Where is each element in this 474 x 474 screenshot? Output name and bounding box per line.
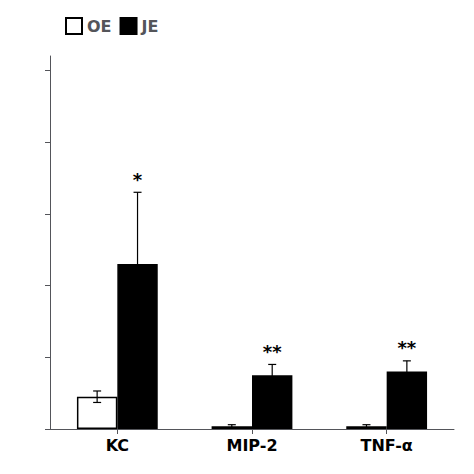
svg-text:MIP-2: MIP-2 (226, 436, 277, 455)
svg-text:OE: OE (87, 17, 112, 36)
svg-text:TNF-α: TNF-α (360, 436, 412, 455)
svg-text:**: ** (263, 341, 282, 362)
svg-text:KC: KC (106, 436, 129, 455)
svg-text:JE: JE (141, 17, 159, 36)
svg-text:*: * (133, 169, 143, 190)
svg-text:**: ** (397, 337, 416, 358)
